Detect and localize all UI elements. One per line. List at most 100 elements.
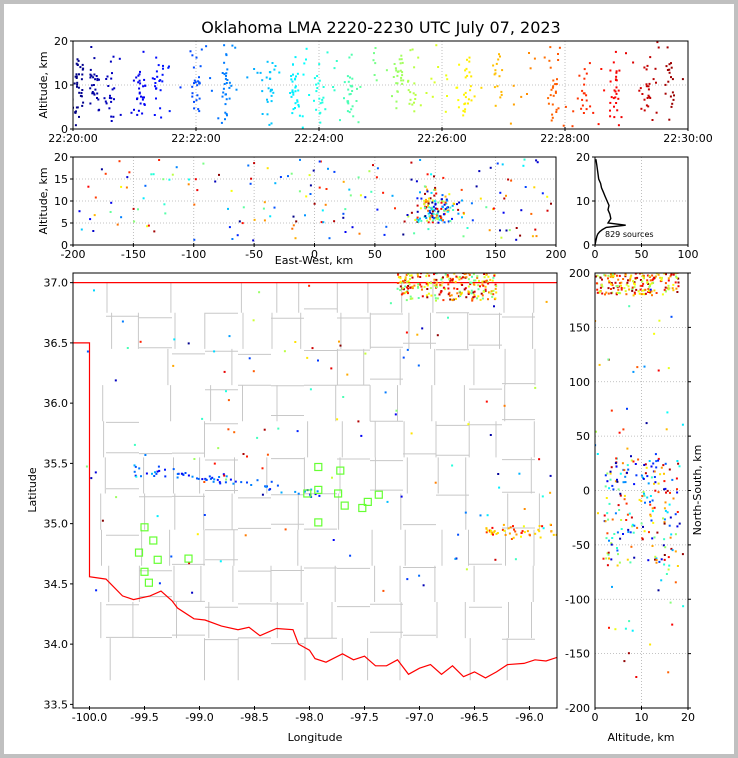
vhf-source: [225, 72, 228, 75]
vhf-source: [635, 270, 637, 272]
vhf-source: [318, 79, 321, 82]
vhf-source: [655, 460, 658, 463]
vhf-source: [534, 228, 537, 231]
vhf-source: [467, 423, 470, 426]
vhf-source: [465, 67, 468, 70]
vhf-source: [176, 476, 179, 479]
vhf-source: [631, 288, 634, 291]
vhf-source: [624, 290, 627, 293]
vhf-source: [312, 169, 315, 172]
vhf-source: [410, 211, 413, 214]
vhf-source: [673, 94, 675, 97]
vhf-source: [142, 50, 145, 53]
vhf-source: [668, 68, 671, 71]
vhf-source: [298, 114, 301, 117]
vhf-source: [395, 409, 398, 412]
vhf-source: [137, 81, 140, 84]
vhf-source: [626, 407, 628, 410]
vhf-source: [269, 71, 272, 74]
vhf-source: [635, 288, 638, 291]
vhf-source: [81, 63, 84, 66]
vhf-source: [550, 88, 553, 91]
vhf-source: [651, 537, 654, 540]
vhf-source: [370, 190, 373, 193]
vhf-source: [615, 465, 618, 468]
vhf-source: [192, 66, 195, 69]
vhf-source: [443, 209, 446, 212]
vhf-source: [182, 473, 185, 476]
vhf-source: [447, 293, 450, 296]
vhf-source: [397, 273, 399, 276]
vhf-source: [617, 97, 620, 100]
vhf-source: [318, 97, 321, 100]
vhf-source: [409, 274, 411, 277]
figure-title: Oklahoma LMA 2220-2230 UTC July 07, 2023: [201, 18, 560, 37]
vhf-source: [641, 275, 644, 278]
vhf-source: [297, 89, 300, 92]
vhf-source: [322, 86, 325, 88]
vhf-source: [583, 77, 586, 80]
vhf-source: [263, 428, 266, 431]
vhf-source: [608, 557, 610, 560]
vhf-source: [187, 183, 190, 186]
vhf-source: [242, 453, 245, 455]
vhf-source: [472, 296, 475, 299]
vhf-source: [589, 105, 592, 108]
vhf-source: [92, 230, 95, 232]
vhf-source: [164, 212, 167, 215]
vhf-source: [548, 59, 551, 62]
vhf-source: [609, 109, 611, 112]
vhf-source: [335, 60, 338, 62]
vhf-source: [505, 194, 507, 197]
vhf-source: [444, 195, 447, 198]
vhf-source: [350, 108, 353, 111]
county-boundaries: [100, 282, 540, 681]
vhf-source: [194, 178, 197, 181]
vhf-source: [316, 490, 319, 493]
vhf-source: [610, 409, 613, 412]
vhf-source: [670, 315, 673, 318]
vhf-source: [230, 189, 233, 192]
vhf-source: [634, 277, 637, 280]
vhf-source: [649, 279, 652, 282]
vhf-source: [621, 462, 624, 465]
vhf-source: [463, 93, 465, 96]
vhf-source: [230, 84, 233, 87]
vhf-source: [601, 278, 603, 281]
vhf-source: [266, 167, 269, 170]
vhf-source: [426, 273, 429, 275]
vhf-source: [554, 90, 557, 93]
vhf-source: [456, 292, 459, 295]
vhf-source: [224, 111, 227, 114]
vhf-source: [426, 296, 429, 299]
vhf-source: [78, 73, 80, 76]
vhf-source: [270, 100, 273, 103]
vhf-source: [240, 481, 243, 484]
vhf-source: [664, 282, 667, 285]
vhf-source: [110, 77, 113, 80]
vhf-source: [610, 542, 613, 545]
vhf-source: [382, 589, 385, 592]
vhf-source: [456, 288, 459, 290]
vhf-source: [622, 533, 624, 535]
vhf-source: [647, 85, 650, 88]
vhf-source: [417, 219, 420, 222]
vhf-source: [171, 173, 174, 176]
vhf-source: [348, 56, 351, 59]
vhf-source: [628, 305, 631, 308]
vhf-source: [651, 499, 654, 502]
vhf-source: [70, 106, 72, 108]
vhf-source: [216, 478, 219, 481]
vhf-source: [490, 533, 493, 536]
vhf-source: [419, 217, 421, 220]
vhf-source: [676, 460, 679, 462]
vhf-source: [364, 196, 367, 199]
vhf-source: [411, 103, 414, 106]
vhf-source: [196, 477, 198, 480]
vhf-source: [168, 110, 171, 113]
vhf-source: [676, 291, 679, 293]
vhf-source: [660, 279, 663, 281]
vhf-source: [76, 58, 79, 61]
vhf-source: [407, 280, 410, 283]
vhf-source: [610, 543, 613, 546]
